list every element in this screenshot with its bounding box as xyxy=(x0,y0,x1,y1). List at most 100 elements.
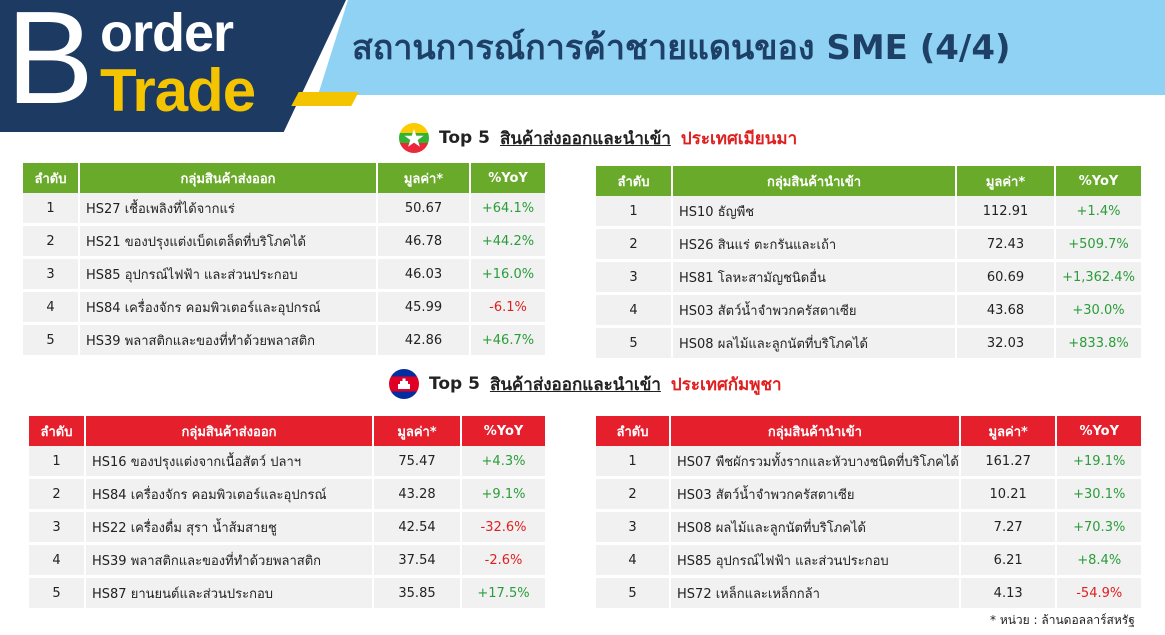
table-row: 2 HS21 ของปรุงแต่งเบ็ดเตล็ดที่บริโภคได้ 46… xyxy=(23,226,545,259)
product-cell: HS27 เชื้อเพลิงที่ได้จากแร่ xyxy=(80,193,378,226)
value-cell: 35.85 xyxy=(374,578,462,611)
header-product-group: กลุ่มสินค้าส่งออก xyxy=(80,163,378,193)
logo-line1: order xyxy=(100,3,234,63)
rank-cell: 5 xyxy=(596,328,673,361)
value-cell: 50.67 xyxy=(378,193,471,226)
yoy-cell: +46.7% xyxy=(471,325,545,358)
product-cell: HS84 เครื่องจักร คอมพิวเตอร์และอุปกรณ์ xyxy=(80,292,378,325)
rank-cell: 5 xyxy=(596,578,672,611)
rank-cell: 3 xyxy=(596,262,673,295)
table-row: 2 HS84 เครื่องจักร คอมพิวเตอร์และอุปกรณ์ 4… xyxy=(29,479,545,512)
table-row: 1 HS10 ธัญพืช 112.91 +1.4% xyxy=(596,196,1141,229)
table-row: 2 HS26 สินแร่ ตะกรันและเถ้า 72.43 +509.7% xyxy=(596,229,1141,262)
table-header-row: ลำดับ กลุ่มสินค้านำเข้า มูลค่า* %YoY xyxy=(596,166,1141,196)
value-cell: 32.03 xyxy=(957,328,1056,361)
logo-background xyxy=(0,0,346,132)
header-value: มูลค่า* xyxy=(957,166,1056,196)
rank-cell: 2 xyxy=(596,229,673,262)
yoy-cell: +1.4% xyxy=(1056,196,1141,229)
logo-line2: Trade xyxy=(100,57,256,124)
header-yoy: %YoY xyxy=(1057,416,1141,446)
value-cell: 46.03 xyxy=(378,259,471,292)
header-product-group: กลุ่มสินค้านำเข้า xyxy=(673,166,957,196)
rank-cell: 2 xyxy=(29,479,86,512)
yoy-cell: +833.8% xyxy=(1056,328,1141,361)
table-header-row: ลำดับ กลุ่มสินค้าส่งออก มูลค่า* %YoY xyxy=(29,416,545,446)
rank-cell: 2 xyxy=(23,226,80,259)
header-value: มูลค่า* xyxy=(378,163,471,193)
yoy-cell: +44.2% xyxy=(471,226,545,259)
myanmar-country-name: ประเทศเมียนมา xyxy=(680,128,798,149)
product-cell: HS21 ของปรุงแต่งเบ็ดเตล็ดที่บริโภคได้ xyxy=(80,226,378,259)
yoy-cell: +30.0% xyxy=(1056,295,1141,328)
table-row: 4 HS85 อุปกรณ์ไฟฟ้า และส่วนประกอบ 6.21 +8.4… xyxy=(596,545,1141,578)
product-cell: HS85 อุปกรณ์ไฟฟ้า และส่วนประกอบ xyxy=(671,545,961,578)
header-product-group: กลุ่มสินค้านำเข้า xyxy=(671,416,961,446)
myanmar-export-table: ลำดับ กลุ่มสินค้าส่งออก มูลค่า* %YoY 1 HS… xyxy=(23,163,545,358)
cambodia-export-table: ลำดับ กลุ่มสินค้าส่งออก มูลค่า* %YoY 1 HS… xyxy=(29,416,545,611)
yoy-cell: +16.0% xyxy=(471,259,545,292)
table-row: 1 HS27 เชื้อเพลิงที่ได้จากแร่ 50.67 +64.1% xyxy=(23,193,545,226)
header-rank: ลำดับ xyxy=(23,163,80,193)
table-header-row: ลำดับ กลุ่มสินค้านำเข้า มูลค่า* %YoY xyxy=(596,416,1141,446)
value-cell: 42.86 xyxy=(378,325,471,358)
value-cell: 45.99 xyxy=(378,292,471,325)
cambodia-country-name: ประเทศกัมพูชา xyxy=(670,374,782,395)
product-cell: HS87 ยานยนต์และส่วนประกอบ xyxy=(86,578,374,611)
value-cell: 112.91 xyxy=(957,196,1056,229)
product-cell: HS22 เครื่องดื่ม สุรา น้ำส้มสายชู xyxy=(86,512,374,545)
rank-cell: 4 xyxy=(596,295,673,328)
yoy-cell: +70.3% xyxy=(1057,512,1141,545)
yoy-cell: +509.7% xyxy=(1056,229,1141,262)
cambodia-section-title: Top 5 สินค้าส่งออกและนำเข้า ประเทศกัมพูช… xyxy=(389,369,782,399)
value-cell: 10.21 xyxy=(960,479,1058,512)
table-row: 3 HS85 อุปกรณ์ไฟฟ้า และส่วนประกอบ 46.03 +16… xyxy=(23,259,545,292)
myanmar-flag-icon xyxy=(399,123,429,153)
value-cell: 42.54 xyxy=(374,512,462,545)
myanmar-section-title: Top 5 สินค้าส่งออกและนำเข้า ประเทศเมียนม… xyxy=(399,123,797,153)
value-cell: 7.27 xyxy=(960,512,1058,545)
value-cell: 75.47 xyxy=(374,446,462,479)
header-yoy: %YoY xyxy=(471,163,545,193)
value-cell: 37.54 xyxy=(374,545,462,578)
table-row: 2 HS03 สัตว์น้ำจำพวกครัสตาเซีย 10.21 +30.1% xyxy=(596,479,1141,512)
yoy-cell: +4.3% xyxy=(462,446,545,479)
header-yoy: %YoY xyxy=(1056,166,1141,196)
myanmar-title-main: สินค้าส่งออกและนำเข้า xyxy=(499,128,671,149)
table-row: 1 HS07 พืชผักรวมทั้งรากและหัวบางชนิดที่บร… xyxy=(596,446,1141,479)
cambodia-title-prefix: Top 5 xyxy=(429,374,480,394)
yoy-cell: +19.1% xyxy=(1057,446,1141,479)
header-rank: ลำดับ xyxy=(596,166,673,196)
rank-cell: 4 xyxy=(596,545,672,578)
product-cell: HS08 ผลไม้และลูกนัตที่บริโภคได้ xyxy=(673,328,957,361)
product-cell: HS03 สัตว์น้ำจำพวกครัสตาเซีย xyxy=(673,295,957,328)
table-row: 5 HS87 ยานยนต์และส่วนประกอบ 35.85 +17.5% xyxy=(29,578,545,611)
rank-cell: 3 xyxy=(29,512,86,545)
rank-cell: 1 xyxy=(29,446,86,479)
yoy-cell: +64.1% xyxy=(471,193,545,226)
product-cell: HS07 พืชผักรวมทั้งรากและหัวบางชนิดที่บริ… xyxy=(671,446,961,479)
unit-footnote: * หน่วย : ล้านดอลลาร์สหรัฐ xyxy=(990,613,1135,627)
product-cell: HS85 อุปกรณ์ไฟฟ้า และส่วนประกอบ xyxy=(80,259,378,292)
value-cell: 6.21 xyxy=(960,545,1058,578)
table-row: 3 HS81 โลหะสามัญชนิดอื่น 60.69 +1,362.4% xyxy=(596,262,1141,295)
value-cell: 161.27 xyxy=(960,446,1058,479)
yoy-cell: +8.4% xyxy=(1057,545,1141,578)
value-cell: 4.13 xyxy=(960,578,1058,611)
value-cell: 46.78 xyxy=(378,226,471,259)
rank-cell: 4 xyxy=(29,545,86,578)
cambodia-title-main: สินค้าส่งออกและนำเข้า xyxy=(489,374,661,395)
product-cell: HS39 พลาสติกและของที่ทำด้วยพลาสติก xyxy=(86,545,374,578)
page-title: สถานการณ์การค้าชายแดนของ SME (4/4) xyxy=(352,28,1011,68)
header-product-group: กลุ่มสินค้าส่งออก xyxy=(86,416,374,446)
table-row: 4 HS84 เครื่องจักร คอมพิวเตอร์และอุปกรณ์ 4… xyxy=(23,292,545,325)
product-cell: HS81 โลหะสามัญชนิดอื่น xyxy=(673,262,957,295)
value-cell: 72.43 xyxy=(957,229,1056,262)
product-cell: HS16 ของปรุงแต่งจากเนื้อสัตว์ ปลาฯ xyxy=(86,446,374,479)
rank-cell: 5 xyxy=(29,578,86,611)
rank-cell: 1 xyxy=(596,196,673,229)
table-header-row: ลำดับ กลุ่มสินค้าส่งออก มูลค่า* %YoY xyxy=(23,163,545,193)
yoy-cell: +1,362.4% xyxy=(1056,262,1141,295)
myanmar-import-table: ลำดับ กลุ่มสินค้านำเข้า มูลค่า* %YoY 1 HS… xyxy=(596,166,1141,361)
header-value: มูลค่า* xyxy=(960,416,1058,446)
